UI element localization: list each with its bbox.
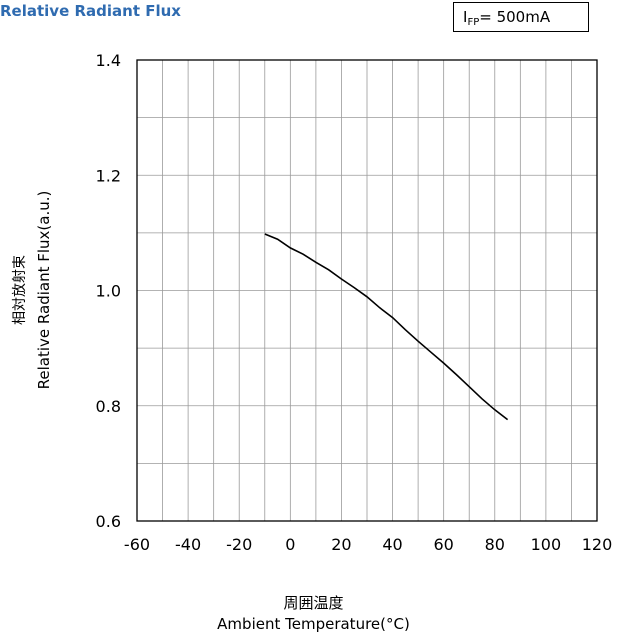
- x-tick-label: 80: [485, 535, 505, 554]
- chart-title: Relative Radiant Flux: [0, 2, 181, 20]
- y-axis-label-jp: 相対放射束: [12, 255, 28, 325]
- x-tick-label: 60: [433, 535, 453, 554]
- x-tick-label: 40: [382, 535, 402, 554]
- y-tick-label: 1.4: [96, 51, 121, 70]
- plot-area-border: [136, 59, 598, 522]
- x-axis-label-jp: 周囲温度: [283, 594, 344, 612]
- condition-box: IFP= 500mA: [453, 2, 589, 32]
- x-tick-label: 20: [331, 535, 351, 554]
- x-tick-label: -60: [124, 535, 150, 554]
- x-axis-label-en: Ambient Temperature(°C): [217, 615, 410, 633]
- x-tick-label: 120: [582, 535, 613, 554]
- x-tick-label: -40: [175, 535, 201, 554]
- x-tick-label: 0: [285, 535, 295, 554]
- y-tick-label: 0.6: [96, 512, 121, 531]
- x-tick-label: 100: [531, 535, 562, 554]
- condition-subscript: FP: [467, 17, 480, 28]
- condition-value: = 500mA: [479, 8, 551, 26]
- y-axis-label-svg: 相対放射束 Relative Radiant Flux(a.u.): [12, 191, 53, 390]
- y-axis-label-en: Relative Radiant Flux(a.u.): [35, 191, 53, 390]
- data-series-line: [264, 233, 509, 421]
- y-tick-label: 1.2: [96, 166, 121, 185]
- y-tick-label: 1.0: [96, 282, 121, 301]
- y-tick-label: 0.8: [96, 397, 121, 416]
- x-tick-label: -20: [226, 535, 252, 554]
- condition-symbol: I: [463, 8, 468, 26]
